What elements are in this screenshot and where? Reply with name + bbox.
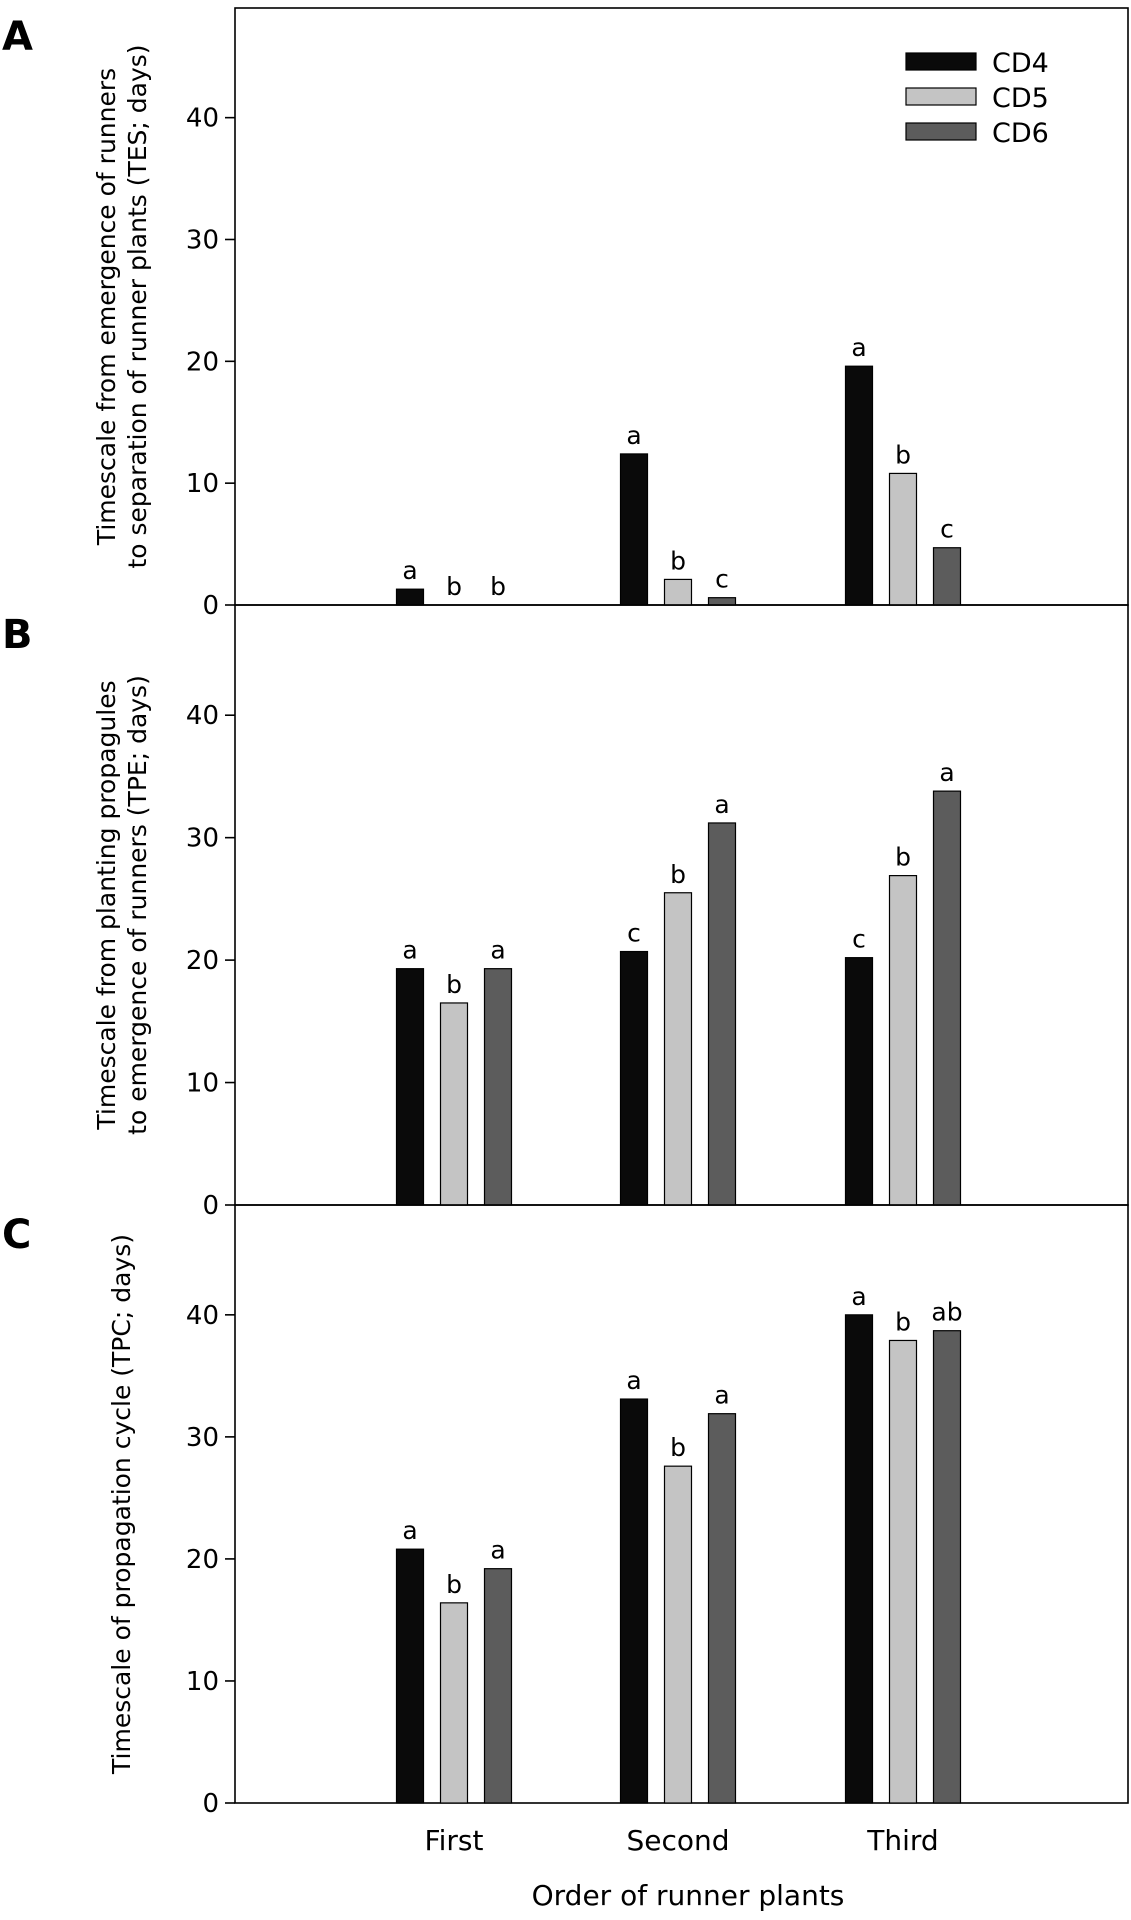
significance-label: b	[446, 572, 462, 601]
bar-cd6-first	[483, 968, 513, 1206]
significance-label: a	[714, 1381, 729, 1410]
significance-label: b	[895, 843, 911, 872]
y-tick-label: 10	[186, 469, 219, 499]
y-tick-label: 20	[186, 946, 219, 976]
bar-cd5-third	[888, 875, 918, 1206]
bar-cd6-third	[932, 790, 962, 1206]
y-tick-label: 0	[202, 591, 219, 621]
bar-cd5-first	[439, 1602, 469, 1804]
significance-label: c	[715, 565, 729, 594]
y-tick-label: 40	[186, 701, 219, 731]
significance-label: a	[402, 556, 417, 585]
y-tick-label: 40	[186, 104, 219, 134]
bar-cd4-first	[395, 1548, 425, 1804]
bar-cd4-second	[619, 453, 649, 606]
bar-cd6-third	[932, 547, 962, 606]
legend: CD4 CD5 CD6	[905, 48, 1049, 149]
y-axis-label: Timescale from planting propagulesto eme…	[92, 675, 152, 1135]
bar-cd4-third	[844, 957, 874, 1206]
bar-cd5-third	[888, 1339, 918, 1804]
panel-c: 0 10 20 30 40 C Timescale of propagation cycle…	[2, 1204, 1129, 1819]
significance-label: c	[627, 919, 641, 948]
bar-cd6-second	[707, 822, 737, 1206]
bar-cd4-second	[619, 1398, 649, 1804]
legend-swatch-cd6	[905, 122, 977, 141]
panel-b: 0 10 20 30 40 B Timescale from planting propag…	[2, 604, 1129, 1221]
bar-cd5-first	[439, 1002, 469, 1206]
bar-cd4-second	[619, 950, 649, 1206]
significance-label: b	[895, 1307, 911, 1336]
bar-cd4-first	[395, 588, 425, 606]
bar-cd4-third	[844, 365, 874, 606]
bar-cd5-second	[663, 1465, 693, 1804]
legend-label: CD5	[992, 83, 1049, 114]
significance-label: a	[939, 758, 954, 787]
legend-label: CD4	[992, 48, 1049, 79]
y-tick-label: 0	[202, 1191, 219, 1221]
y-axis-label: Timescale of propagation cycle (TPC; day…	[107, 1234, 136, 1775]
x-tick-label: Third	[866, 1824, 938, 1857]
y-tick-label: 30	[186, 225, 219, 255]
x-axis-label: Order of runner plants	[532, 1879, 845, 1912]
panel-letter: A	[2, 14, 33, 60]
bar-cd4-first	[395, 968, 425, 1206]
panel-letter: B	[2, 612, 33, 658]
y-tick-label: 20	[186, 1545, 219, 1575]
significance-label: a	[490, 936, 505, 965]
bar-cd5-second	[663, 892, 693, 1206]
y-tick-label: 40	[186, 1301, 219, 1331]
y-tick-label: 0	[202, 1789, 219, 1819]
bar-cd4-third	[844, 1314, 874, 1804]
y-tick-label: 10	[186, 1667, 219, 1697]
significance-label: b	[895, 440, 911, 469]
significance-label: a	[402, 936, 417, 965]
bar-cd6-third	[932, 1330, 962, 1804]
y-tick-label: 10	[186, 1069, 219, 1099]
significance-label: c	[940, 515, 954, 544]
y-tick-label: 30	[186, 1423, 219, 1453]
y-tick-label: 30	[186, 824, 219, 854]
significance-label: c	[852, 925, 866, 954]
bar-cd6-second	[707, 597, 737, 606]
significance-label: a	[402, 1516, 417, 1545]
bar-cd5-second	[663, 578, 693, 606]
significance-label: b	[670, 1433, 686, 1462]
significance-label: b	[490, 572, 506, 601]
legend-swatch-cd4	[905, 52, 977, 71]
x-tick-label: Second	[626, 1824, 729, 1857]
significance-label: b	[446, 970, 462, 999]
significance-label: a	[626, 421, 641, 450]
significance-label: b	[670, 546, 686, 575]
y-tick-label: 20	[186, 347, 219, 377]
significance-label: a	[851, 333, 866, 362]
significance-label: a	[851, 1282, 866, 1311]
significance-label: b	[446, 1570, 462, 1599]
significance-label: b	[670, 860, 686, 889]
panel-a: 0 10 20 30 40 A Timescale from emergence of ru…	[2, 7, 1129, 621]
significance-label: ab	[931, 1298, 962, 1327]
x-tick-label: First	[425, 1824, 484, 1857]
y-axis-label: Timescale from emergence of runnersto se…	[92, 44, 152, 568]
significance-label: a	[626, 1366, 641, 1395]
legend-swatch-cd5	[905, 87, 977, 106]
bar-cd5-third	[888, 472, 918, 606]
significance-label: a	[714, 790, 729, 819]
panel-letter: C	[2, 1212, 31, 1258]
legend-label: CD6	[992, 118, 1049, 149]
significance-label: a	[490, 1536, 505, 1565]
bar-cd6-second	[707, 1413, 737, 1804]
bar-cd6-first	[483, 1568, 513, 1804]
